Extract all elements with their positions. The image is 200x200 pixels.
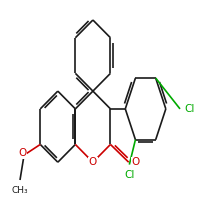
- Text: Cl: Cl: [184, 104, 194, 114]
- Text: O: O: [132, 157, 140, 167]
- Text: Cl: Cl: [124, 170, 135, 180]
- Text: O: O: [89, 157, 97, 167]
- Text: O: O: [18, 148, 26, 158]
- Text: CH₃: CH₃: [12, 186, 28, 195]
